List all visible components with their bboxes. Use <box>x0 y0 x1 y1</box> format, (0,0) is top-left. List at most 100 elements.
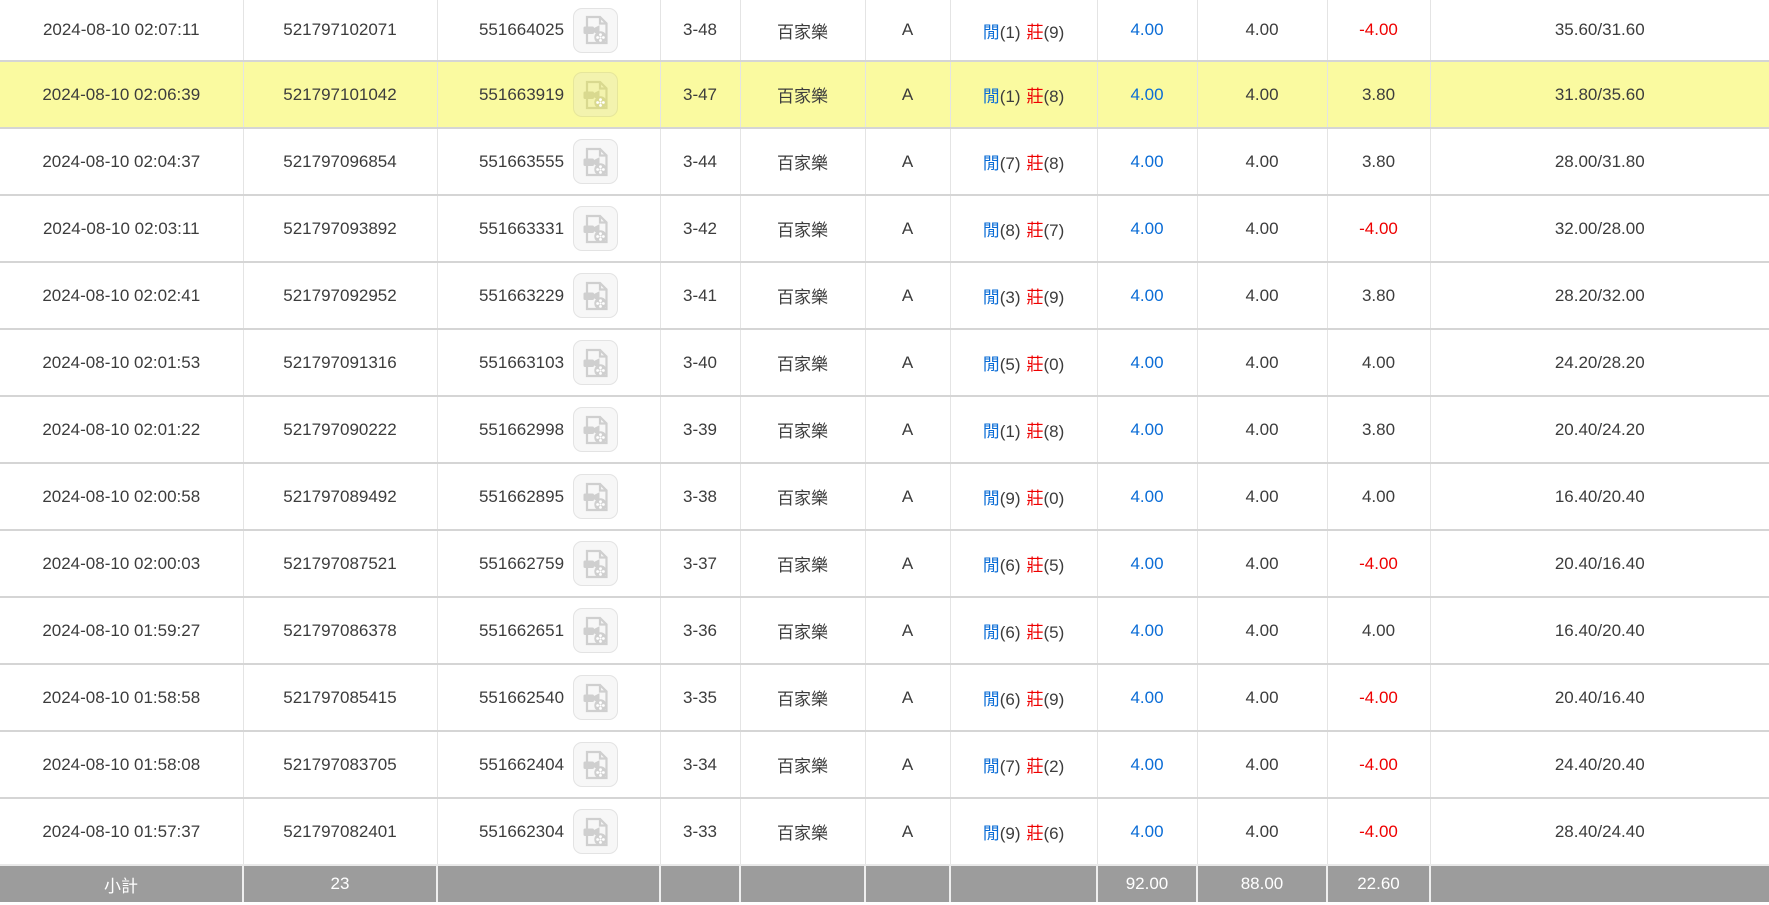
game-type-cell: 百家樂 <box>739 730 865 798</box>
game-id-cell: 551662304 <box>436 797 660 865</box>
player-label: 閒 <box>982 489 1000 508</box>
video-file-icon <box>580 682 612 714</box>
valid-bet-cell: 4.00 <box>1196 797 1327 865</box>
table-row[interactable]: 2024-08-10 01:59:27 521797086378 551662651… <box>0 596 1769 664</box>
subtotal-winloss: 22.60 <box>1357 874 1400 893</box>
video-record-button[interactable] <box>573 541 619 586</box>
round-cell: 3-41 <box>659 261 740 329</box>
balance-cell: 24.20/28.20 <box>1429 328 1769 396</box>
subtotal-empty-cell <box>436 864 660 902</box>
bet-time: 2024-08-10 02:00:58 <box>42 486 201 506</box>
bet-time: 2024-08-10 01:59:27 <box>42 620 201 640</box>
game-id-cell: 551662998 <box>436 395 660 463</box>
game-type: 百家樂 <box>777 422 828 441</box>
table-row[interactable]: 2024-08-10 01:57:37 521797082401 551662304… <box>0 797 1769 865</box>
table-name-cell: A <box>864 797 950 865</box>
win-loss-cell: 4.00 <box>1326 596 1430 664</box>
balance-cell: 16.40/20.40 <box>1429 462 1769 530</box>
bet-id: 521797090222 <box>283 419 397 439</box>
game-id-cell: 551663229 <box>436 261 660 329</box>
game-id: 551663555 <box>478 151 565 171</box>
game-id: 551663919 <box>478 84 565 104</box>
banker-label: 莊 <box>1026 355 1044 374</box>
player-score: (9) <box>999 824 1021 843</box>
game-id-cell: 551662404 <box>436 730 660 798</box>
table-row[interactable]: 2024-08-10 02:00:03 521797087521 551662759… <box>0 529 1769 597</box>
bet-amount: 4.00 <box>1130 151 1164 171</box>
table-row[interactable]: 2024-08-10 02:06:39 521797101042 551663919… <box>0 60 1769 128</box>
bet-amount-cell: 4.00 <box>1096 462 1197 530</box>
bet-id-cell: 521797101042 <box>242 60 437 128</box>
table-name-cell: A <box>864 0 950 61</box>
bet-time-cell: 2024-08-10 01:58:08 <box>0 730 243 798</box>
video-record-button[interactable] <box>573 742 619 787</box>
video-record-button[interactable] <box>573 206 619 251</box>
table-row[interactable]: 2024-08-10 02:03:11 521797093892 551663331… <box>0 194 1769 262</box>
video-file-icon <box>580 14 612 46</box>
balance-cell: 20.40/16.40 <box>1429 529 1769 597</box>
game-id-cell: 551663919 <box>436 60 660 128</box>
player-score: (5) <box>999 355 1021 374</box>
player-label: 閒 <box>982 824 1000 843</box>
bet-id-cell: 521797086378 <box>242 596 437 664</box>
table-row[interactable]: 2024-08-10 01:58:58 521797085415 551662540… <box>0 663 1769 731</box>
video-record-button[interactable] <box>573 139 619 184</box>
bet-amount-cell: 4.00 <box>1096 730 1197 798</box>
balance: 31.80/35.60 <box>1554 84 1645 104</box>
video-record-button[interactable] <box>573 474 619 519</box>
table-row[interactable]: 2024-08-10 02:04:37 521797096854 551663555… <box>0 127 1769 195</box>
valid-bet: 4.00 <box>1245 285 1279 305</box>
bet-amount: 4.00 <box>1130 419 1164 439</box>
game-type: 百家樂 <box>777 288 828 307</box>
video-record-button[interactable] <box>573 340 619 385</box>
win-loss-cell: 4.00 <box>1326 328 1430 396</box>
table-name-cell: A <box>864 730 950 798</box>
bet-amount-cell: 4.00 <box>1096 194 1197 262</box>
player-score: (6) <box>999 556 1021 575</box>
table-row[interactable]: 2024-08-10 02:07:11 521797102071 551664025… <box>0 0 1769 61</box>
table-row[interactable]: 2024-08-10 02:01:22 521797090222 551662998… <box>0 395 1769 463</box>
video-record-button[interactable] <box>573 407 619 452</box>
table-row[interactable]: 2024-08-10 02:01:53 521797091316 551663103… <box>0 328 1769 396</box>
table-row[interactable]: 2024-08-10 01:58:08 521797083705 551662404… <box>0 730 1769 798</box>
bet-amount-cell: 4.00 <box>1096 328 1197 396</box>
game-type-cell: 百家樂 <box>739 395 865 463</box>
valid-bet: 4.00 <box>1245 20 1279 39</box>
table-row[interactable]: 2024-08-10 02:02:41 521797092952 551663229… <box>0 261 1769 329</box>
game-type-cell: 百家樂 <box>739 0 865 61</box>
subtotal-row: 小計 23 92.00 88.00 22.60 <box>0 864 1769 902</box>
video-record-button[interactable] <box>573 608 619 653</box>
valid-bet-cell: 4.00 <box>1196 462 1327 530</box>
valid-bet-cell: 4.00 <box>1196 127 1327 195</box>
banker-score: (7) <box>1043 221 1065 240</box>
bet-id: 521797092952 <box>283 285 397 305</box>
round-cell: 3-36 <box>659 596 740 664</box>
banker-label: 莊 <box>1026 154 1044 173</box>
video-record-button[interactable] <box>573 72 619 117</box>
video-record-button[interactable] <box>573 273 619 318</box>
game-type: 百家樂 <box>777 355 828 374</box>
video-record-button[interactable] <box>573 809 619 854</box>
bet-time: 2024-08-10 02:01:22 <box>42 419 201 439</box>
balance: 16.40/20.40 <box>1554 620 1645 640</box>
video-record-button[interactable] <box>573 675 619 720</box>
win-loss-cell: -4.00 <box>1326 529 1430 597</box>
round-cell: 3-38 <box>659 462 740 530</box>
bet-amount: 4.00 <box>1130 285 1164 305</box>
bet-time: 2024-08-10 02:01:53 <box>42 352 201 372</box>
table-name-cell: A <box>864 328 950 396</box>
table-row[interactable]: 2024-08-10 02:00:58 521797089492 551662895… <box>0 462 1769 530</box>
banker-score: (0) <box>1043 355 1065 374</box>
video-record-button[interactable] <box>573 7 619 53</box>
table-name: A <box>901 754 914 774</box>
win-loss-cell: -4.00 <box>1326 0 1430 61</box>
game-type: 百家樂 <box>777 623 828 642</box>
valid-bet-cell: 4.00 <box>1196 328 1327 396</box>
result-cell: 閒(6) 莊(5) <box>949 596 1097 664</box>
bet-time: 2024-08-10 01:58:58 <box>42 687 201 707</box>
round-cell: 3-47 <box>659 60 740 128</box>
banker-label: 莊 <box>1026 623 1044 642</box>
win-loss: -4.00 <box>1359 754 1398 774</box>
result-cell: 閒(8) 莊(7) <box>949 194 1097 262</box>
win-loss: 4.00 <box>1361 486 1396 506</box>
